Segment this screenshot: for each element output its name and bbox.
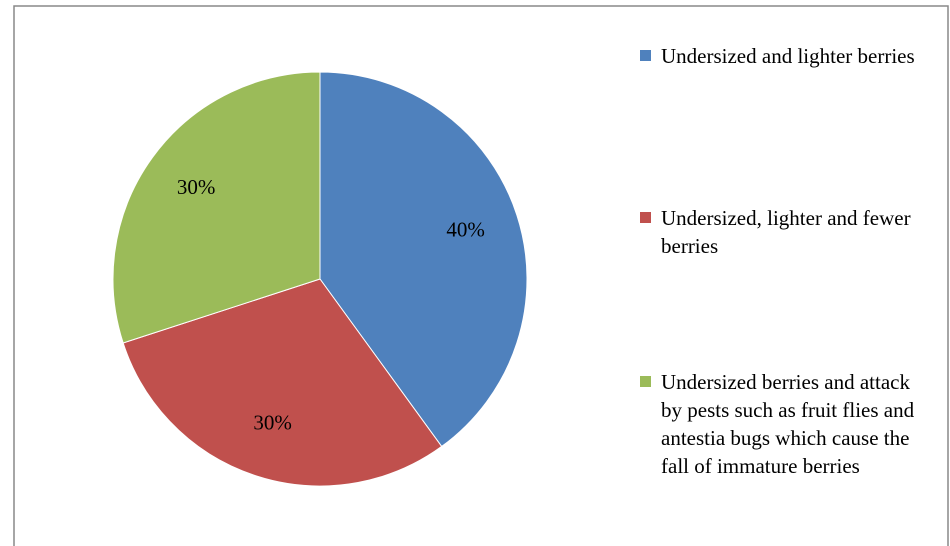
- legend-item: Undersized berries and attack by pests s…: [640, 368, 940, 480]
- pie-slice: [122, 278, 443, 487]
- legend-item: Undersized and lighter berries: [640, 42, 940, 70]
- data-label: 40%: [446, 217, 485, 241]
- legend-swatch: [640, 212, 651, 223]
- data-label: 30%: [177, 175, 216, 199]
- chart-frame: [13, 5, 949, 546]
- pie-slice: [319, 71, 528, 448]
- legend-item: Undersized, lighter and fewer berries: [640, 204, 940, 260]
- legend-label: Undersized and lighter berries: [661, 44, 915, 68]
- legend-swatch: [640, 376, 651, 387]
- legend-label: Undersized, lighter and fewer berries: [661, 206, 911, 258]
- pie-slice: [112, 71, 321, 344]
- legend-swatch: [640, 50, 651, 61]
- legend-label: Undersized berries and attack by pests s…: [661, 370, 915, 478]
- data-label: 30%: [253, 410, 292, 434]
